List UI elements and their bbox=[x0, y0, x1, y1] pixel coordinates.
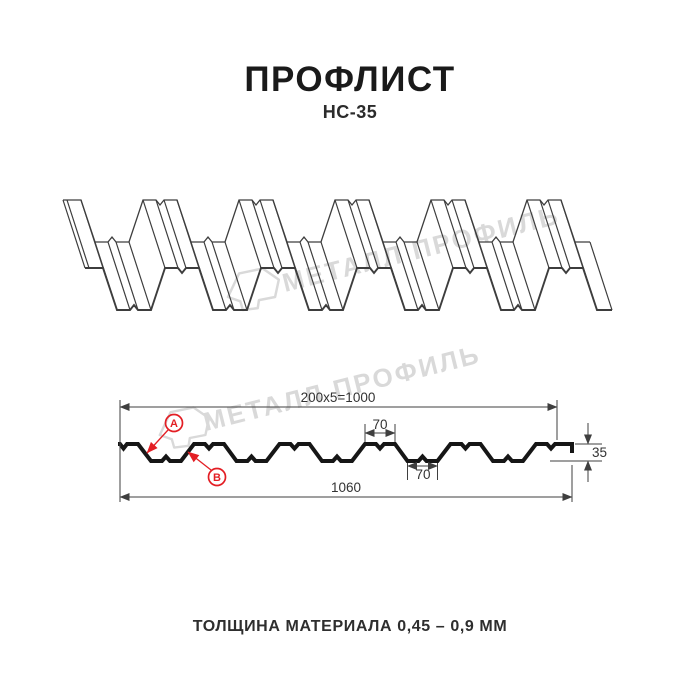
page-title: ПРОФЛИСТ bbox=[244, 60, 456, 99]
profile-3d-drawing: МЕТАЛЛ ПРОФИЛЬ bbox=[62, 199, 613, 312]
dim-height-value: 35 bbox=[592, 445, 607, 460]
dim-pitch-value: 200x5=1000 bbox=[301, 390, 376, 405]
callout-b: B bbox=[187, 451, 227, 487]
sheet-3d-geometry bbox=[85, 267, 612, 311]
callout-a-label: A bbox=[170, 418, 178, 430]
dimension-bottom-flange: 70 bbox=[407, 462, 438, 482]
profile-section-path bbox=[118, 442, 574, 463]
dim-bottom-flange-value: 70 bbox=[415, 467, 430, 482]
profile-section-drawing: МЕТАЛЛ ПРОФИЛЬ 200x5=1000 70 70 bbox=[118, 339, 607, 502]
watermark-logo-icon bbox=[226, 267, 281, 312]
profile-model-subtitle: НС-35 bbox=[322, 102, 378, 122]
dimension-height: 35 bbox=[550, 423, 607, 482]
callout-a: A bbox=[146, 413, 184, 454]
callout-b-label: B bbox=[213, 472, 221, 484]
dim-top-flange-value: 70 bbox=[372, 417, 387, 432]
dimension-top-flange: 70 bbox=[364, 417, 396, 442]
dim-overall-value: 1060 bbox=[331, 480, 361, 495]
dimension-pitch: 200x5=1000 bbox=[119, 390, 558, 502]
sheet-3d-geometry bbox=[63, 199, 590, 243]
material-thickness-note: ТОЛЩИНА МАТЕРИАЛА 0,45 – 0,9 ММ bbox=[192, 618, 508, 635]
dimension-overall: 1060 bbox=[119, 465, 573, 502]
watermark-text: МЕТАЛЛ ПРОФИЛЬ bbox=[200, 339, 484, 437]
